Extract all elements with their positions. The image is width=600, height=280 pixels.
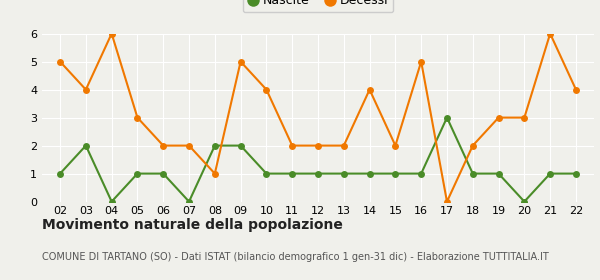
Nascite [289, 172, 296, 175]
Decessi [469, 144, 476, 147]
Decessi [289, 144, 296, 147]
Line: Nascite: Nascite [56, 114, 580, 205]
Nascite [82, 144, 89, 147]
Nascite [134, 172, 141, 175]
Decessi [418, 60, 425, 63]
Nascite [211, 144, 218, 147]
Decessi [572, 88, 580, 91]
Decessi [443, 200, 451, 203]
Decessi [134, 116, 141, 119]
Nascite [160, 172, 167, 175]
Decessi [495, 116, 502, 119]
Decessi [56, 60, 64, 63]
Nascite [314, 172, 322, 175]
Decessi [340, 144, 347, 147]
Nascite [469, 172, 476, 175]
Decessi [366, 88, 373, 91]
Nascite [56, 172, 64, 175]
Nascite [547, 172, 554, 175]
Nascite [185, 200, 193, 203]
Line: Decessi: Decessi [56, 30, 580, 205]
Nascite [263, 172, 270, 175]
Nascite [340, 172, 347, 175]
Nascite [366, 172, 373, 175]
Nascite [108, 200, 115, 203]
Decessi [314, 144, 322, 147]
Nascite [443, 116, 451, 119]
Decessi [185, 144, 193, 147]
Decessi [263, 88, 270, 91]
Decessi [392, 144, 399, 147]
Decessi [211, 172, 218, 175]
Decessi [82, 88, 89, 91]
Nascite [521, 200, 528, 203]
Legend: Nascite, Decessi: Nascite, Decessi [243, 0, 393, 12]
Decessi [521, 116, 528, 119]
Nascite [392, 172, 399, 175]
Nascite [237, 144, 244, 147]
Text: Movimento naturale della popolazione: Movimento naturale della popolazione [42, 218, 343, 232]
Text: COMUNE DI TARTANO (SO) - Dati ISTAT (bilancio demografico 1 gen-31 dic) - Elabor: COMUNE DI TARTANO (SO) - Dati ISTAT (bil… [42, 252, 549, 262]
Decessi [108, 32, 115, 35]
Nascite [418, 172, 425, 175]
Decessi [160, 144, 167, 147]
Nascite [572, 172, 580, 175]
Decessi [547, 32, 554, 35]
Nascite [495, 172, 502, 175]
Decessi [237, 60, 244, 63]
